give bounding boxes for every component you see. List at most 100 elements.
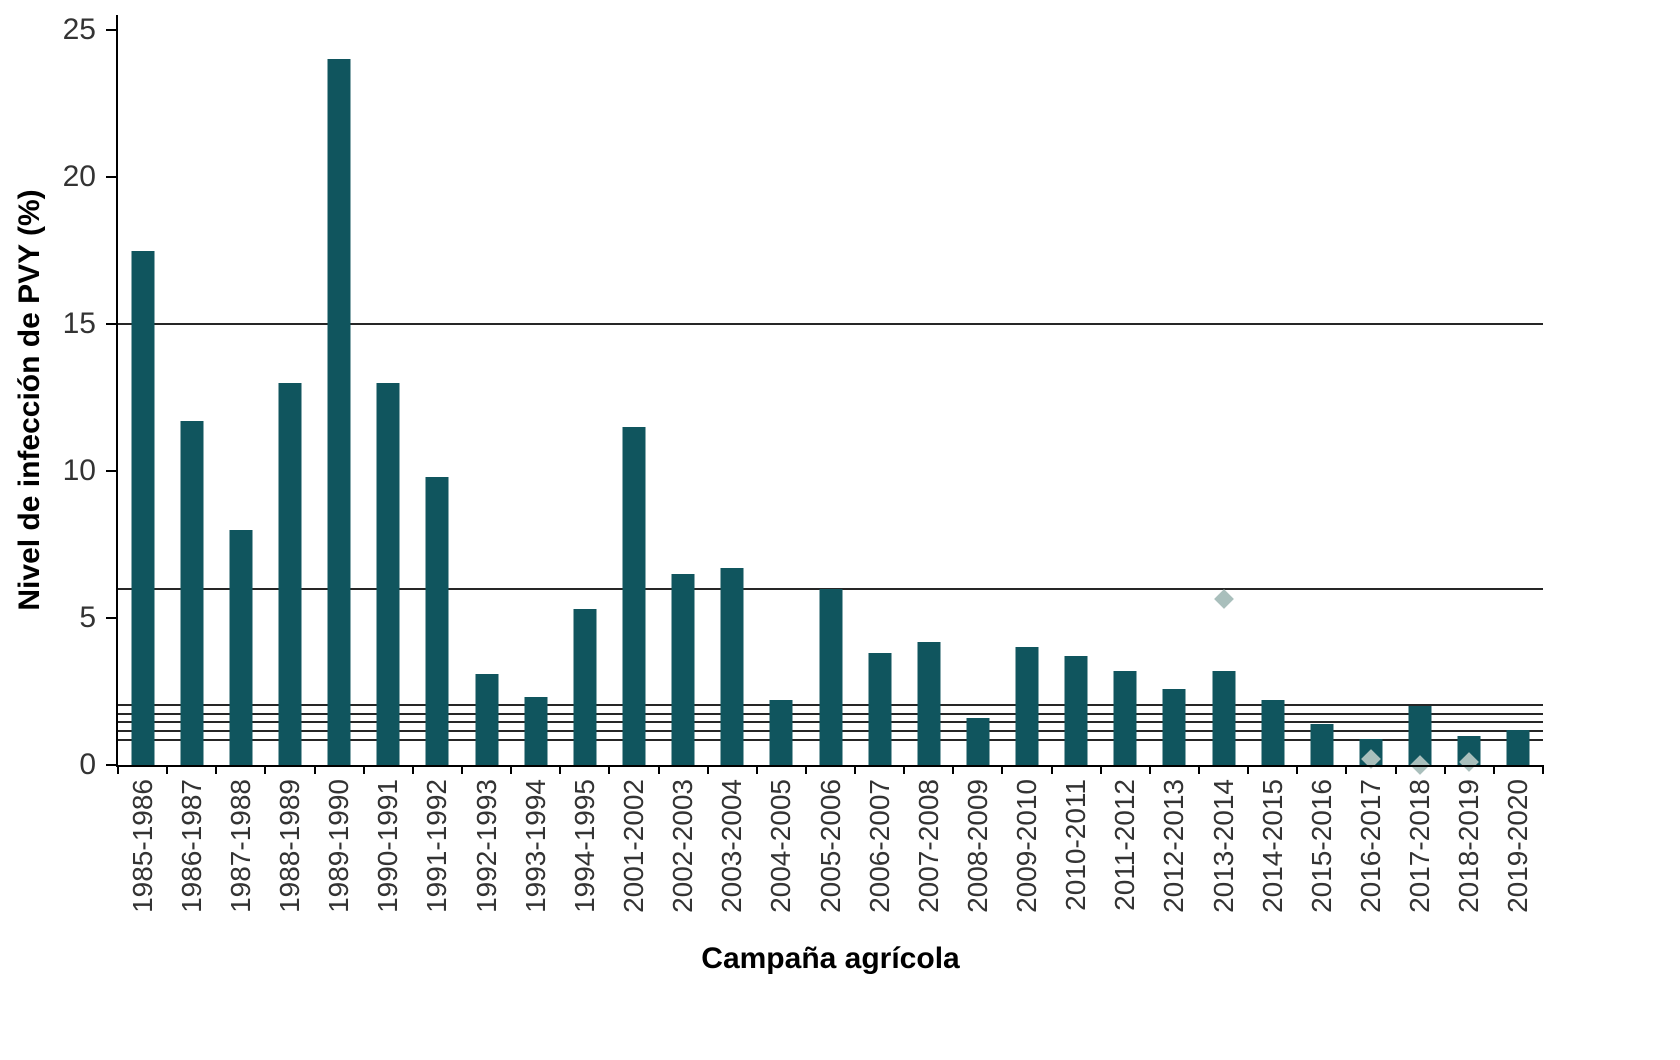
y-tick-mark-0 — [106, 764, 116, 766]
x-tick-mark-22 — [1198, 765, 1201, 774]
reference-line-15 — [118, 323, 1543, 325]
bar-2012-2013 — [1162, 688, 1186, 765]
x-tick-mark-11 — [657, 765, 660, 774]
x-category-label-2012-2013: 2012-2013 — [1158, 779, 1190, 913]
bar-2014-2015 — [1261, 700, 1285, 765]
x-tick-mark-6 — [411, 765, 414, 774]
bar-1991-1992 — [425, 476, 449, 765]
x-axis-title: Campaña agrícola — [701, 942, 960, 975]
x-tick-mark-3 — [264, 765, 267, 774]
x-tick-mark-12 — [706, 765, 709, 774]
x-tick-mark-10 — [608, 765, 611, 774]
y-tick-mark-5 — [106, 617, 116, 619]
x-category-label-2011-2012: 2011-2012 — [1109, 779, 1141, 911]
bar-1986-1987 — [180, 421, 204, 765]
x-category-label-2013-2014: 2013-2014 — [1207, 779, 1239, 913]
y-tick-label-10: 10 — [62, 454, 96, 487]
x-tick-mark-29 — [1542, 765, 1544, 774]
bar-2013-2014 — [1212, 670, 1236, 765]
x-category-label-2009-2010: 2009-2010 — [1011, 779, 1043, 913]
x-category-label-2006-2007: 2006-2007 — [863, 779, 895, 913]
y-tick-mark-10 — [106, 470, 116, 472]
x-tick-mark-23 — [1247, 765, 1250, 774]
x-category-label-2017-2018: 2017-2018 — [1404, 779, 1436, 913]
x-category-label-1988-1989: 1988-1989 — [273, 779, 305, 913]
bar-2011-2012 — [1113, 670, 1137, 765]
bar-2006-2007 — [868, 653, 892, 765]
y-axis-line — [116, 15, 118, 765]
bar-1989-1990 — [327, 59, 351, 765]
x-tick-mark-5 — [362, 765, 365, 774]
x-category-label-2004-2005: 2004-2005 — [765, 779, 797, 913]
y-tick-mark-25 — [106, 29, 116, 31]
x-tick-mark-7 — [460, 765, 463, 774]
bar-2004-2005 — [769, 700, 793, 765]
x-category-label-1987-1988: 1987-1988 — [224, 779, 256, 913]
y-axis-title: Nivel de infección de PVY (%) — [13, 189, 46, 611]
bar-1993-1994 — [524, 697, 548, 765]
x-category-label-2002-2003: 2002-2003 — [667, 779, 699, 913]
bar-2002-2003 — [671, 573, 695, 765]
x-tick-mark-27 — [1443, 765, 1446, 774]
bar-2017-2018 — [1408, 706, 1432, 765]
x-tick-mark-28 — [1492, 765, 1495, 774]
y-tick-label-15: 15 — [62, 307, 96, 340]
bar-1994-1995 — [573, 609, 597, 765]
x-category-label-1992-1993: 1992-1993 — [470, 779, 502, 913]
bar-2008-2009 — [966, 717, 990, 765]
x-category-label-2010-2011: 2010-2011 — [1060, 779, 1092, 911]
y-tick-label-0: 0 — [79, 748, 96, 781]
bar-2007-2008 — [917, 641, 941, 765]
x-tick-mark-13 — [755, 765, 758, 774]
x-tick-mark-21 — [1148, 765, 1151, 774]
x-tick-mark-1 — [166, 765, 169, 774]
reference-line-6 — [118, 587, 1543, 590]
y-tick-mark-15 — [106, 323, 116, 325]
x-category-label-2018-2019: 2018-2019 — [1453, 779, 1485, 913]
y-tick-label-20: 20 — [62, 160, 96, 193]
x-tick-mark-26 — [1394, 765, 1397, 774]
x-category-label-2019-2020: 2019-2020 — [1502, 779, 1534, 913]
bar-1990-1991 — [376, 382, 400, 765]
x-category-label-1993-1994: 1993-1994 — [519, 779, 551, 913]
bar-1992-1993 — [475, 673, 499, 765]
bar-2001-2002 — [622, 426, 646, 765]
x-category-label-1994-1995: 1994-1995 — [568, 779, 600, 913]
x-category-label-2003-2004: 2003-2004 — [716, 779, 748, 913]
x-category-label-1986-1987: 1986-1987 — [175, 779, 207, 913]
bar-2009-2010 — [1015, 647, 1039, 765]
x-tick-mark-16 — [903, 765, 906, 774]
x-tick-mark-8 — [510, 765, 513, 774]
y-tick-label-25: 25 — [62, 13, 96, 46]
x-category-label-2007-2008: 2007-2008 — [912, 779, 944, 913]
bar-2003-2004 — [720, 568, 744, 765]
x-tick-mark-17 — [952, 765, 955, 774]
x-category-label-2015-2016: 2015-2016 — [1305, 779, 1337, 913]
x-category-label-1990-1991: 1990-1991 — [372, 779, 404, 913]
x-tick-mark-24 — [1296, 765, 1299, 774]
x-category-label-2008-2009: 2008-2009 — [961, 779, 993, 913]
x-category-label-1985-1986: 1985-1986 — [126, 779, 158, 913]
x-tick-mark-9 — [559, 765, 562, 774]
x-category-label-2014-2015: 2014-2015 — [1256, 779, 1288, 913]
x-axis-line — [116, 765, 1543, 767]
x-tick-mark-14 — [804, 765, 807, 774]
x-tick-mark-4 — [313, 765, 316, 774]
x-category-label-2016-2017: 2016-2017 — [1355, 779, 1387, 913]
x-tick-mark-20 — [1099, 765, 1102, 774]
x-tick-mark-25 — [1345, 765, 1348, 774]
marker-diamond-2013-2014 — [1213, 588, 1234, 609]
bar-2015-2016 — [1310, 723, 1334, 765]
bar-2010-2011 — [1064, 656, 1088, 765]
bar-2005-2006 — [819, 588, 842, 765]
x-category-label-2001-2002: 2001-2002 — [617, 779, 649, 913]
x-tick-mark-0 — [117, 765, 119, 774]
y-tick-label-5: 5 — [79, 601, 96, 634]
x-category-label-1991-1992: 1991-1992 — [421, 779, 453, 913]
bar-1987-1988 — [229, 529, 253, 765]
x-tick-mark-2 — [215, 765, 218, 774]
x-tick-mark-15 — [854, 765, 857, 774]
x-tick-mark-18 — [1001, 765, 1004, 774]
x-category-label-1989-1990: 1989-1990 — [323, 779, 355, 913]
